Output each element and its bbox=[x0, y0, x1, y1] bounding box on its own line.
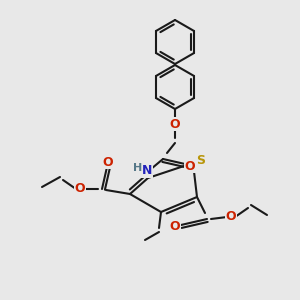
Text: S: S bbox=[196, 154, 206, 166]
Text: O: O bbox=[185, 160, 195, 172]
Text: O: O bbox=[103, 155, 113, 169]
Text: O: O bbox=[226, 211, 236, 224]
Text: H: H bbox=[134, 163, 142, 173]
Text: O: O bbox=[170, 220, 180, 232]
Text: N: N bbox=[142, 164, 152, 178]
Text: O: O bbox=[170, 118, 180, 130]
Text: O: O bbox=[75, 182, 85, 196]
